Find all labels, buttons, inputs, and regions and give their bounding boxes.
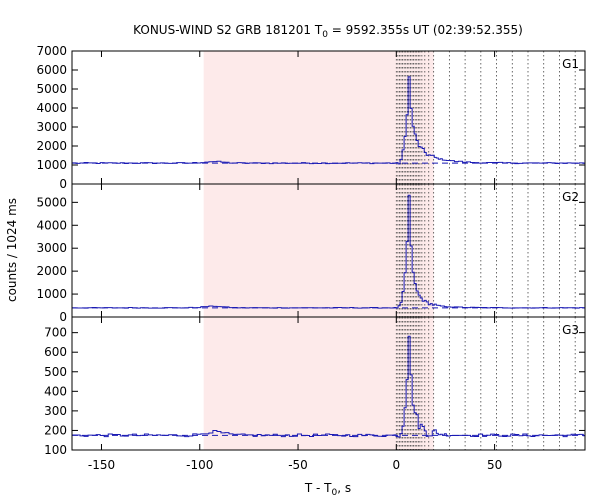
- light-curve-g3: [72, 335, 585, 438]
- x-axis-label: T - T0, s: [304, 481, 351, 498]
- y-tick-label: 3000: [36, 120, 67, 134]
- panels-group: 01000200030004000500060007000G1010002000…: [36, 44, 586, 472]
- y-tick-label: 700: [44, 326, 67, 340]
- light-curve-g1: [72, 76, 585, 165]
- y-tick-label: 500: [44, 365, 67, 379]
- shaded-interval: [203, 51, 434, 184]
- x-tick-label: 0: [392, 458, 400, 472]
- light-curve-g2: [72, 194, 585, 309]
- y-tick-label: 600: [44, 345, 67, 359]
- panel-g3: 100 200 300 400 500 600 700 G3: [44, 316, 586, 457]
- panel-label: G3: [562, 323, 579, 337]
- panel-label: G2: [562, 190, 579, 204]
- y-tick-label: 2000: [36, 264, 67, 278]
- y-tick-label: 1000: [36, 287, 67, 301]
- panel-label: G1: [562, 57, 579, 71]
- y-tick-label: 4000: [36, 218, 67, 232]
- shaded-interval: [203, 317, 434, 450]
- chart-title: KONUS-WIND S2 GRB 181201 T0 = 9592.355s …: [133, 23, 523, 40]
- panel-frame: [71, 316, 586, 451]
- x-tick-label: 50: [487, 458, 502, 472]
- panel-g2: 0 1000 2000 3000 4000 5000 G2: [36, 183, 586, 324]
- x-tick-label: -100: [186, 458, 213, 472]
- y-tick-label: 400: [44, 384, 67, 398]
- y-tick-label: 200: [44, 423, 67, 437]
- y-tick-label: 300: [44, 404, 67, 418]
- y-tick-label: 4000: [36, 101, 67, 115]
- y-axis-label: counts / 1024 ms: [5, 198, 19, 302]
- y-tick-label: 5000: [36, 82, 67, 96]
- x-tick-label: -50: [288, 458, 308, 472]
- y-tick-label: 5000: [36, 195, 67, 209]
- x-tick-label: -150: [88, 458, 115, 472]
- y-tick-label: 3000: [36, 241, 67, 255]
- y-tick-label: 0: [59, 310, 67, 324]
- y-tick-label: 1000: [36, 158, 67, 172]
- y-tick-label: 2000: [36, 139, 67, 153]
- y-tick-label: 100: [44, 443, 67, 457]
- shaded-interval: [203, 184, 434, 317]
- y-tick-label: 6000: [36, 63, 67, 77]
- panel-g1: 0 1000 2000 3000 4000 5000 6000 7000 G1: [36, 44, 586, 191]
- y-tick-label: 7000: [36, 44, 67, 58]
- y-tick-label: 0: [59, 177, 67, 191]
